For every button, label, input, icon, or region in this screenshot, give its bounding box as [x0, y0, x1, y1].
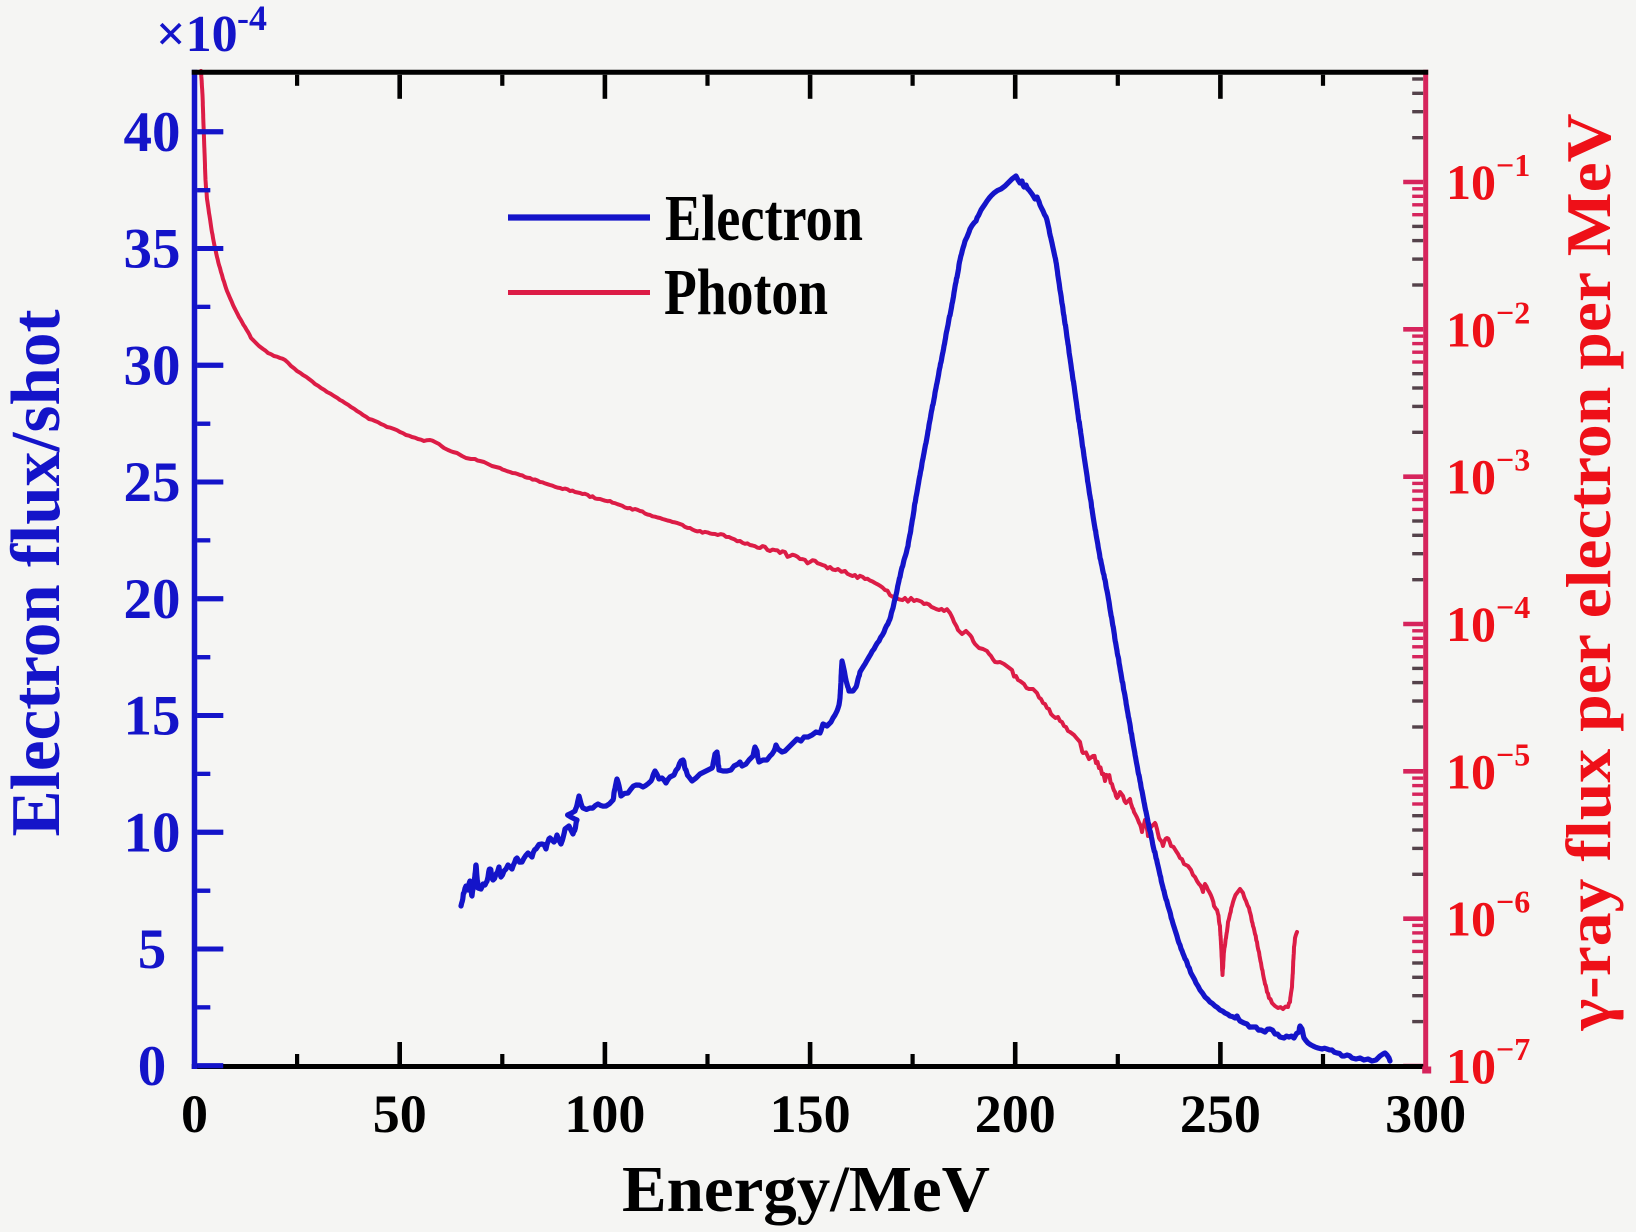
svg-text:40: 40	[124, 101, 181, 164]
svg-text:200: 200	[975, 1084, 1056, 1144]
svg-text:10: 10	[1446, 301, 1496, 357]
svg-text:10: 10	[1446, 449, 1496, 505]
svg-text:−7: −7	[1496, 1031, 1530, 1067]
svg-text:0: 0	[138, 1035, 167, 1098]
svg-text:50: 50	[373, 1084, 427, 1144]
svg-text:Electron flux/shot: Electron flux/shot	[0, 310, 75, 837]
svg-text:15: 15	[124, 685, 181, 748]
svg-text:−5: −5	[1496, 736, 1530, 772]
svg-text:Energy/MeV: Energy/MeV	[622, 1153, 990, 1226]
svg-text:−1: −1	[1496, 147, 1530, 183]
svg-text:35: 35	[124, 218, 181, 281]
svg-text:Photon: Photon	[664, 256, 828, 329]
svg-text:−3: −3	[1496, 442, 1530, 478]
svg-text:10: 10	[124, 801, 181, 864]
svg-text:−4: −4	[1496, 589, 1530, 625]
svg-text:150: 150	[770, 1084, 851, 1144]
svg-text:250: 250	[1180, 1084, 1261, 1144]
svg-text:25: 25	[124, 451, 181, 514]
svg-text:-4: -4	[237, 0, 267, 38]
svg-text:5: 5	[138, 918, 167, 981]
svg-text:20: 20	[124, 568, 181, 631]
svg-text:−2: −2	[1496, 294, 1530, 330]
svg-text:×10: ×10	[156, 6, 238, 63]
svg-text:−6: −6	[1496, 884, 1530, 920]
svg-text:30: 30	[124, 334, 181, 397]
svg-text:Electron: Electron	[665, 182, 863, 255]
svg-text:10: 10	[1446, 891, 1496, 947]
svg-text:10: 10	[1446, 743, 1496, 799]
svg-text:10: 10	[1446, 596, 1496, 652]
svg-text:γ-ray flux per electron per Me: γ-ray flux per electron per MeV	[1553, 114, 1624, 1032]
svg-text:10: 10	[1446, 1038, 1496, 1094]
svg-text:10: 10	[1446, 154, 1496, 210]
svg-text:300: 300	[1385, 1084, 1466, 1144]
svg-text:100: 100	[564, 1084, 645, 1144]
svg-text:0: 0	[181, 1084, 208, 1144]
